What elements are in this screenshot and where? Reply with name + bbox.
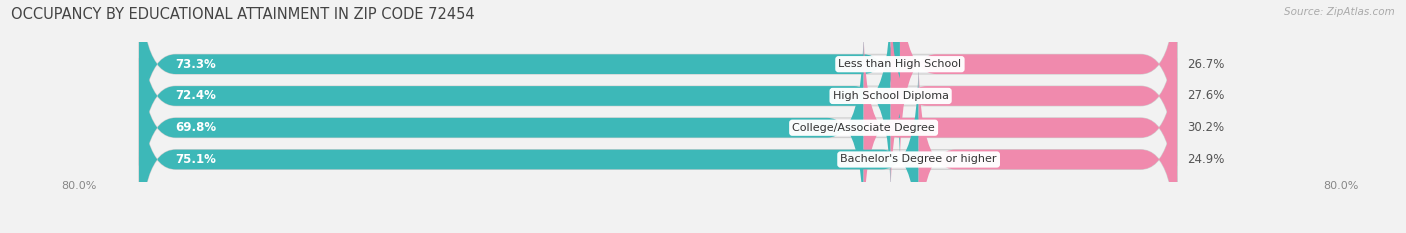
FancyBboxPatch shape	[900, 0, 1177, 165]
FancyBboxPatch shape	[139, 0, 1177, 197]
FancyBboxPatch shape	[863, 26, 1177, 229]
Text: Less than High School: Less than High School	[838, 59, 962, 69]
FancyBboxPatch shape	[139, 58, 918, 233]
Text: 24.9%: 24.9%	[1188, 153, 1225, 166]
FancyBboxPatch shape	[139, 0, 890, 197]
Text: 26.7%: 26.7%	[1188, 58, 1225, 71]
FancyBboxPatch shape	[139, 0, 1177, 165]
Text: Source: ZipAtlas.com: Source: ZipAtlas.com	[1284, 7, 1395, 17]
FancyBboxPatch shape	[139, 58, 1177, 233]
Text: 75.1%: 75.1%	[176, 153, 217, 166]
Text: 73.3%: 73.3%	[176, 58, 217, 71]
FancyBboxPatch shape	[890, 0, 1177, 197]
Text: Bachelor's Degree or higher: Bachelor's Degree or higher	[841, 154, 997, 164]
FancyBboxPatch shape	[139, 0, 900, 165]
Text: 30.2%: 30.2%	[1188, 121, 1225, 134]
Text: 72.4%: 72.4%	[176, 89, 217, 103]
Text: High School Diploma: High School Diploma	[832, 91, 949, 101]
FancyBboxPatch shape	[139, 26, 863, 229]
Text: 80.0%: 80.0%	[1323, 181, 1358, 191]
Text: 80.0%: 80.0%	[62, 181, 97, 191]
Text: 27.6%: 27.6%	[1188, 89, 1225, 103]
FancyBboxPatch shape	[139, 26, 1177, 229]
Text: OCCUPANCY BY EDUCATIONAL ATTAINMENT IN ZIP CODE 72454: OCCUPANCY BY EDUCATIONAL ATTAINMENT IN Z…	[11, 7, 475, 22]
FancyBboxPatch shape	[918, 58, 1177, 233]
Text: College/Associate Degree: College/Associate Degree	[792, 123, 935, 133]
Text: 69.8%: 69.8%	[176, 121, 217, 134]
